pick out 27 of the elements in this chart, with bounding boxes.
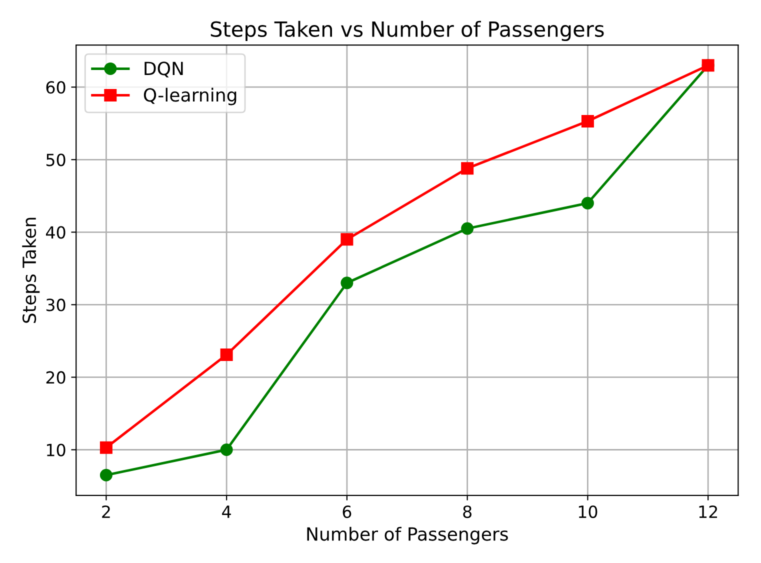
point (581, 114, 594, 128)
x-tick-label: 4 (222, 506, 231, 518)
x-tick-label: 10 (578, 505, 598, 518)
y-axis-title: Steps Taken (22, 218, 40, 323)
legend-label: Q-learning (144, 88, 236, 106)
y-tick-label: 50 (46, 154, 66, 166)
point (340, 276, 354, 290)
x-axis-title: Number of Passengers (307, 526, 508, 544)
point (220, 348, 233, 361)
point (100, 468, 112, 482)
chart-title: Steps Taken vs Number of Passengers (210, 20, 604, 42)
x-tick-label: 12 (699, 505, 718, 518)
y-tick-label: 60 (46, 81, 66, 94)
point (461, 162, 474, 175)
point (100, 441, 112, 454)
point (581, 196, 594, 210)
point (461, 222, 474, 235)
y-tick-label: 20 (46, 371, 66, 384)
x-tick-label: 6 (342, 505, 352, 518)
legend-label: DQN (144, 62, 183, 78)
y-tick-label: 30 (46, 298, 66, 312)
point (340, 233, 354, 246)
x-tick-label: 8 (463, 505, 472, 518)
y-tick-label: 40 (46, 226, 66, 239)
y-tick-label: 10 (47, 444, 66, 456)
point (220, 443, 233, 456)
x-tick-label: 2 (102, 505, 110, 518)
